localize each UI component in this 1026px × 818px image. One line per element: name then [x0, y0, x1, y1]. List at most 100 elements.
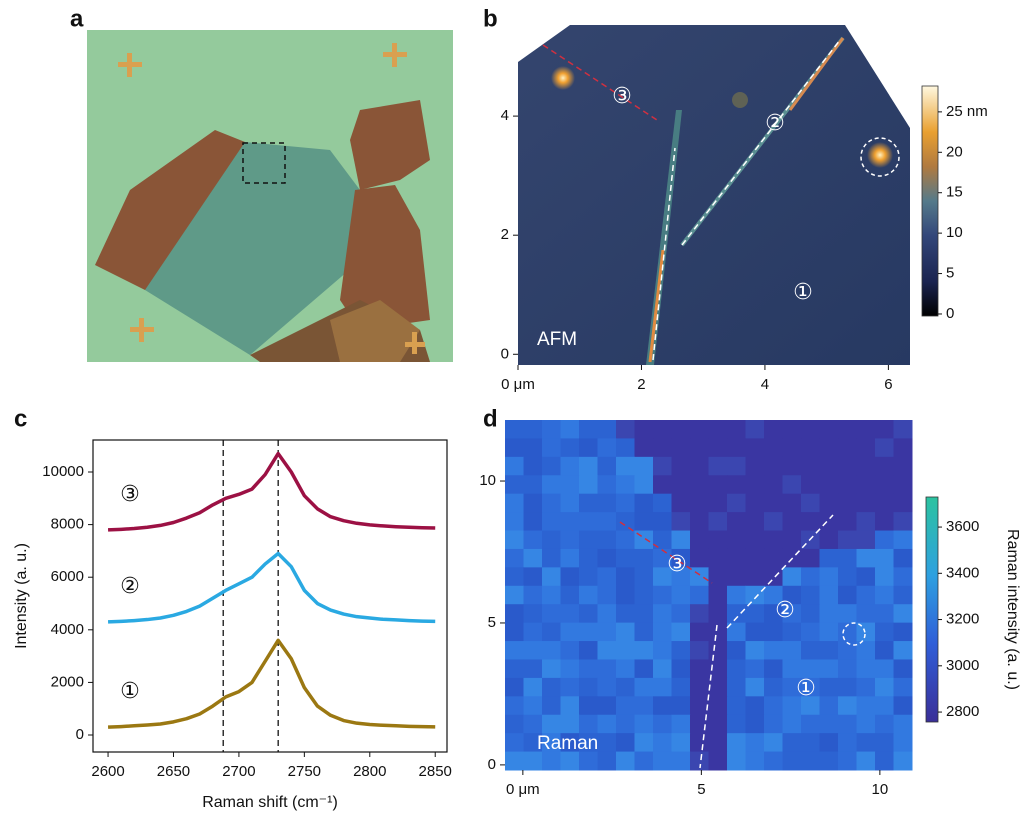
map-pixel — [597, 659, 617, 679]
map-pixel — [653, 641, 672, 660]
map-pixel — [579, 548, 598, 568]
map-pixel — [542, 456, 561, 476]
map-pixel — [856, 567, 876, 587]
map-pixel — [616, 456, 635, 476]
map-pixel — [579, 420, 598, 439]
x-tick-label: 5 — [697, 781, 705, 798]
y-tick-label: 0 — [501, 345, 509, 362]
map-pixel — [801, 677, 820, 697]
map-pixel — [708, 659, 728, 679]
map-pixel — [727, 751, 746, 771]
map-pixel — [505, 420, 524, 439]
map-pixel — [764, 456, 783, 476]
map-pixel — [764, 585, 783, 605]
map-pixel — [634, 512, 654, 532]
map-pixel — [708, 475, 728, 495]
map-pixel — [875, 475, 894, 495]
map-pixel — [819, 714, 839, 734]
map-pixel — [801, 456, 820, 476]
map-pixel — [745, 438, 765, 458]
map-pixel — [838, 677, 857, 697]
map-pixel — [616, 585, 635, 605]
map-pixel — [875, 585, 894, 605]
x-tick-label: 2650 — [157, 763, 190, 780]
map-pixel — [653, 585, 672, 605]
map-pixel — [579, 585, 598, 605]
map-pixel — [690, 456, 709, 476]
map-pixel — [893, 677, 913, 697]
map-pixel — [690, 733, 709, 753]
map-pixel — [634, 567, 654, 587]
series-label: ① — [120, 679, 140, 704]
y-tick-label: 8000 — [51, 516, 84, 533]
map-pixel — [542, 493, 561, 513]
map-pixel — [634, 641, 654, 660]
map-pixel — [523, 512, 543, 532]
colorbar-label: Raman intensity (a. u.) — [1004, 529, 1021, 690]
map-pixel — [505, 659, 524, 679]
colorbar-tick-label: 20 — [946, 143, 963, 160]
y-tick-label: 0 — [76, 726, 84, 743]
series-label: ③ — [120, 482, 140, 507]
map-pixel — [838, 438, 857, 458]
map-pixel — [819, 641, 839, 660]
map-pixel — [653, 548, 672, 568]
map-pixel — [653, 733, 672, 753]
map-pixel — [523, 585, 543, 605]
map-pixel — [505, 475, 524, 495]
map-pixel — [745, 548, 765, 568]
map-pixel — [856, 512, 876, 532]
map-pixel — [560, 604, 580, 624]
map-pixel — [727, 733, 746, 753]
map-pixel — [708, 677, 728, 697]
map-pixel — [560, 456, 580, 476]
map-pixel — [801, 493, 820, 513]
map-pixel — [634, 733, 654, 753]
map-pixel — [875, 493, 894, 513]
map-pixel — [616, 567, 635, 587]
x-tick-label: 2600 — [91, 763, 124, 780]
map-pixel — [838, 714, 857, 734]
map-pixel — [745, 751, 765, 771]
map-pixel — [838, 696, 857, 716]
map-pixel — [505, 622, 524, 642]
map-pixel — [893, 622, 913, 642]
map-pixel — [801, 696, 820, 716]
map-pixel — [597, 567, 617, 587]
map-pixel — [727, 696, 746, 716]
map-pixel — [801, 733, 820, 753]
guide-line — [699, 624, 718, 769]
y-tick-label: 10 — [479, 472, 496, 489]
map-pixel — [505, 585, 524, 605]
map-pixel — [764, 659, 783, 679]
map-pixel — [579, 714, 598, 734]
map-pixel — [616, 438, 635, 458]
map-pixel — [745, 714, 765, 734]
map-pixel — [597, 714, 617, 734]
map-pixel — [893, 567, 913, 587]
map-pixel — [671, 585, 691, 605]
map-pixel — [801, 641, 820, 660]
map-pixel — [597, 641, 617, 660]
map-pixel — [579, 733, 598, 753]
afm-image — [518, 25, 939, 365]
map-pixel — [579, 659, 598, 679]
map-pixel — [579, 456, 598, 476]
map-pixel — [616, 420, 635, 439]
map-pixel — [819, 585, 839, 605]
map-pixel — [505, 604, 524, 624]
map-pixel — [893, 659, 913, 679]
map-pixel — [893, 493, 913, 513]
map-pixel — [579, 622, 598, 642]
map-pixel — [542, 714, 561, 734]
map-pixel — [745, 641, 765, 660]
map-pixel — [819, 530, 839, 550]
colorbar-tick-label: 0 — [946, 305, 954, 322]
map-pixel — [579, 641, 598, 660]
map-pixel — [727, 475, 746, 495]
map-pixel — [875, 696, 894, 716]
map-pixel — [708, 733, 728, 753]
map-pixel — [764, 696, 783, 716]
map-pixel — [597, 677, 617, 697]
